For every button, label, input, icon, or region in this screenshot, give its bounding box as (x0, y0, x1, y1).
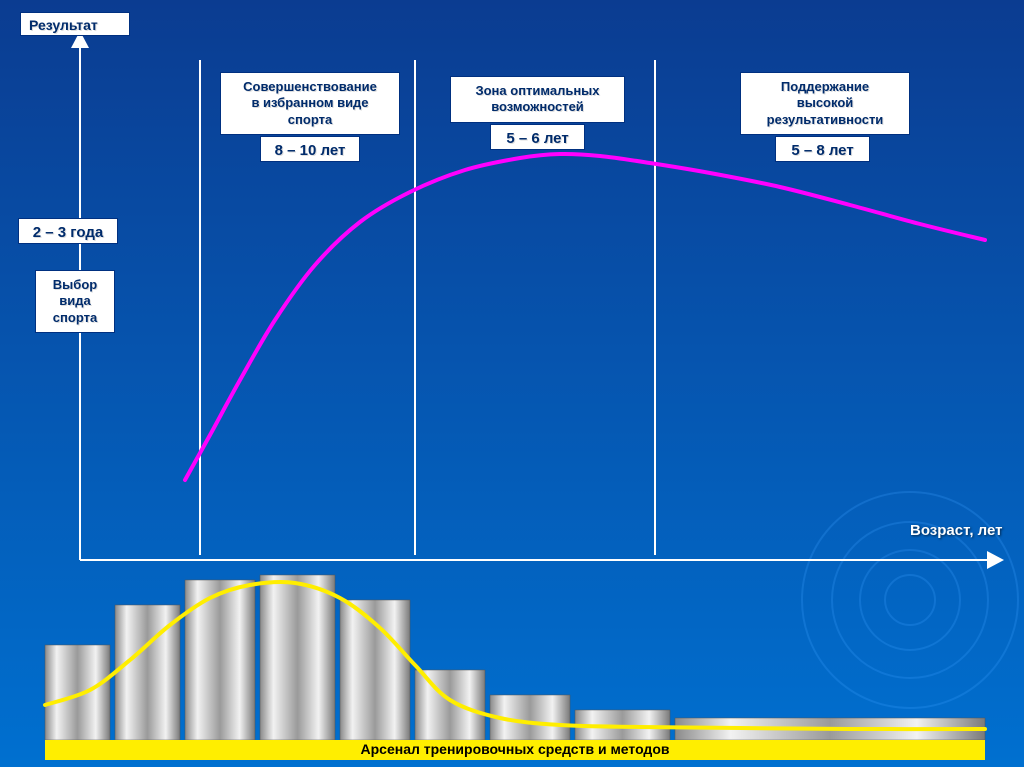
duration-label-1: 2 – 3 года (18, 218, 118, 244)
stage-label-1: Выборвидаспорта (35, 270, 115, 333)
stage-label-2: Совершенствованиев избранном видеспорта (220, 72, 400, 135)
x-axis-title: Возраст, лет (910, 522, 1002, 539)
duration-label-2: 8 – 10 лет (260, 136, 360, 162)
stage-label-4: Поддержаниевысокойрезультативности (740, 72, 910, 135)
histogram-bar (185, 580, 255, 740)
stage-label-3: Зона оптимальныхвозможностей (450, 76, 625, 123)
duration-label-4: 5 – 8 лет (775, 136, 870, 162)
arsenal-strip: Арсенал тренировочных средств и методов (45, 740, 985, 760)
duration-label-3: 5 – 6 лет (490, 124, 585, 150)
histogram-bar (415, 670, 485, 740)
y-axis-title: Результат (20, 12, 130, 36)
histogram-bar (45, 645, 110, 740)
histogram-bar (260, 575, 335, 740)
